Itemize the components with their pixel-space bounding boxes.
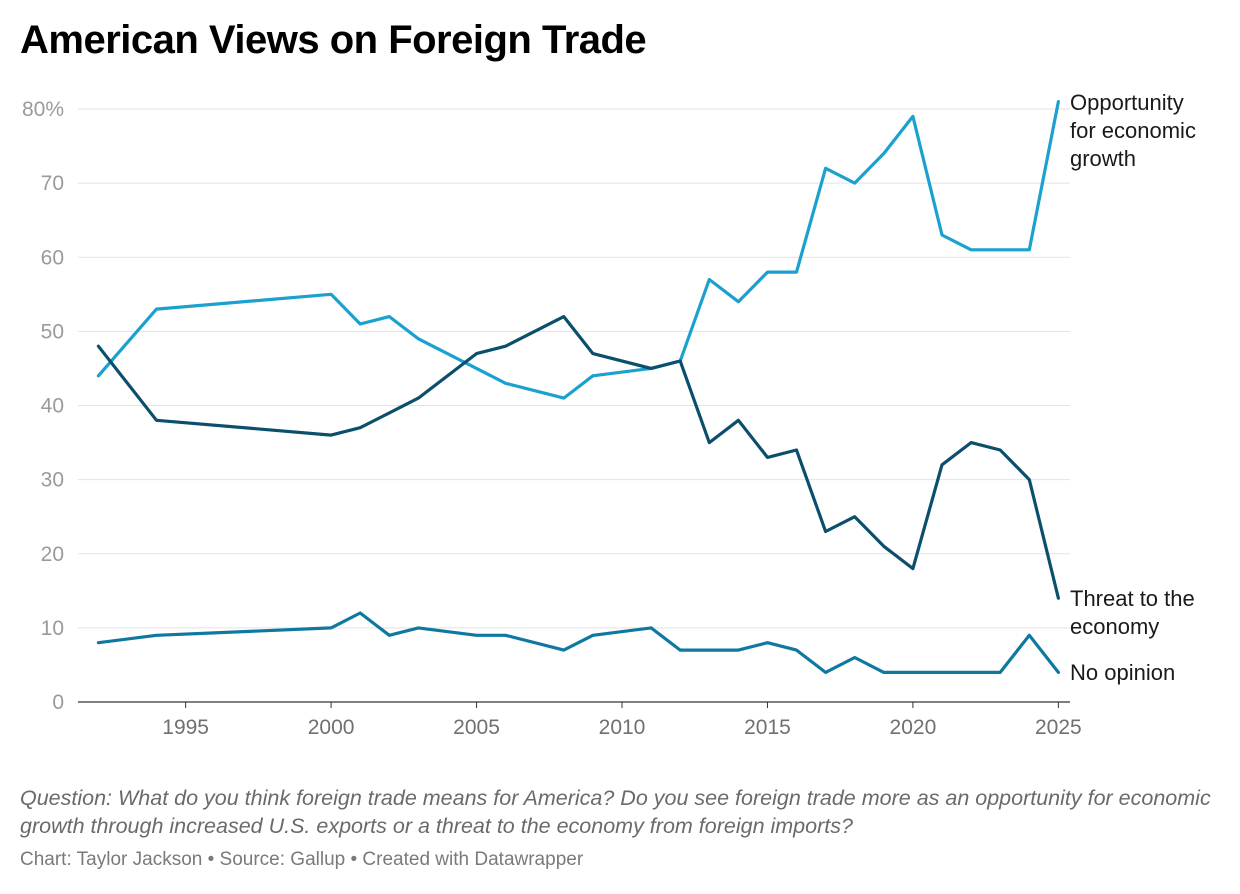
line-chart: 0 10 20 30 40 50 60 70 80% 1995 2000 2005 2010 2015 2… bbox=[22, 90, 1196, 739]
y-tick-label: 10 bbox=[41, 617, 64, 640]
y-tick-label: 80% bbox=[22, 98, 64, 121]
y-tick-label: 60 bbox=[41, 246, 64, 269]
series-label-0: Opportunity for economic growth bbox=[1070, 90, 1196, 171]
x-tick-label: 2005 bbox=[453, 716, 500, 739]
series-lines bbox=[96, 99, 1061, 675]
series-labels: Opportunity for economic growth Threat to t… bbox=[1070, 90, 1196, 685]
x-axis: 1995 2000 2005 2010 2015 2020 2025 bbox=[162, 702, 1082, 739]
y-tick-label: 50 bbox=[41, 320, 64, 343]
chart-title: American Views on Foreign Trade bbox=[20, 18, 647, 62]
series-label-line: growth bbox=[1070, 146, 1136, 171]
series-line-0 bbox=[96, 99, 1061, 400]
series-label-line: for economic bbox=[1070, 118, 1196, 143]
x-tick-label: 2000 bbox=[308, 716, 355, 739]
series-label-1: Threat to the economy bbox=[1070, 586, 1195, 639]
x-tick-label: 2015 bbox=[744, 716, 791, 739]
chart-credit: Chart: Taylor Jackson • Source: Gallup •… bbox=[20, 849, 584, 870]
y-tick-label: 40 bbox=[41, 395, 64, 418]
x-tick-label: 1995 bbox=[162, 716, 209, 739]
series-line-2 bbox=[96, 611, 1061, 675]
chart-notes: Question: What do you think foreign trad… bbox=[20, 786, 1211, 838]
y-tick-label: 30 bbox=[41, 469, 64, 492]
y-tick-label: 70 bbox=[41, 172, 64, 195]
gridlines: 0 10 20 30 40 50 60 70 80% bbox=[22, 98, 1070, 714]
y-tick-label: 20 bbox=[41, 543, 64, 566]
x-tick-label: 2025 bbox=[1035, 716, 1082, 739]
series-label-line: Opportunity bbox=[1070, 90, 1184, 115]
x-tick-label: 2010 bbox=[599, 716, 646, 739]
series-label-line: economy bbox=[1070, 614, 1159, 639]
series-label-line: Threat to the bbox=[1070, 586, 1195, 611]
series-line-1 bbox=[96, 315, 1061, 600]
x-tick-label: 2020 bbox=[890, 716, 937, 739]
y-tick-label: 0 bbox=[52, 691, 64, 714]
series-label-line: No opinion bbox=[1070, 660, 1175, 685]
series-label-2: No opinion bbox=[1070, 660, 1175, 685]
